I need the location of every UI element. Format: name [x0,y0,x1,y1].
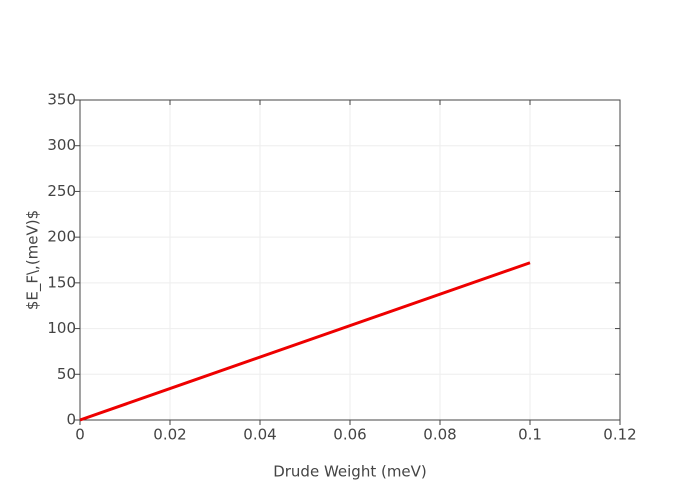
y-tick-label: 350 [47,91,76,109]
x-axis-label: Drude Weight (meV) [273,463,427,481]
x-tick-label: 0.02 [153,426,186,444]
x-tick-label: 0.08 [423,426,456,444]
y-tick-label: 150 [47,273,76,291]
y-axis-label: $E_F\,(meV)$ [24,210,43,310]
plot-frame [79,99,621,421]
x-tick-label: 0.12 [603,426,636,444]
line-series [79,261,531,422]
x-tick-label: 0.06 [333,426,366,444]
y-tick-label: 250 [47,182,76,200]
x-tick-label: 0 [75,426,85,444]
x-tick-label: 0.1 [518,426,542,444]
y-tick-label: 200 [47,228,76,246]
y-tick-label: 300 [47,136,76,154]
y-tick-label: 100 [47,319,76,337]
y-tick-label: 0 [66,411,76,429]
x-tick-label: 0.04 [243,426,276,444]
y-tick-label: 50 [57,365,76,383]
